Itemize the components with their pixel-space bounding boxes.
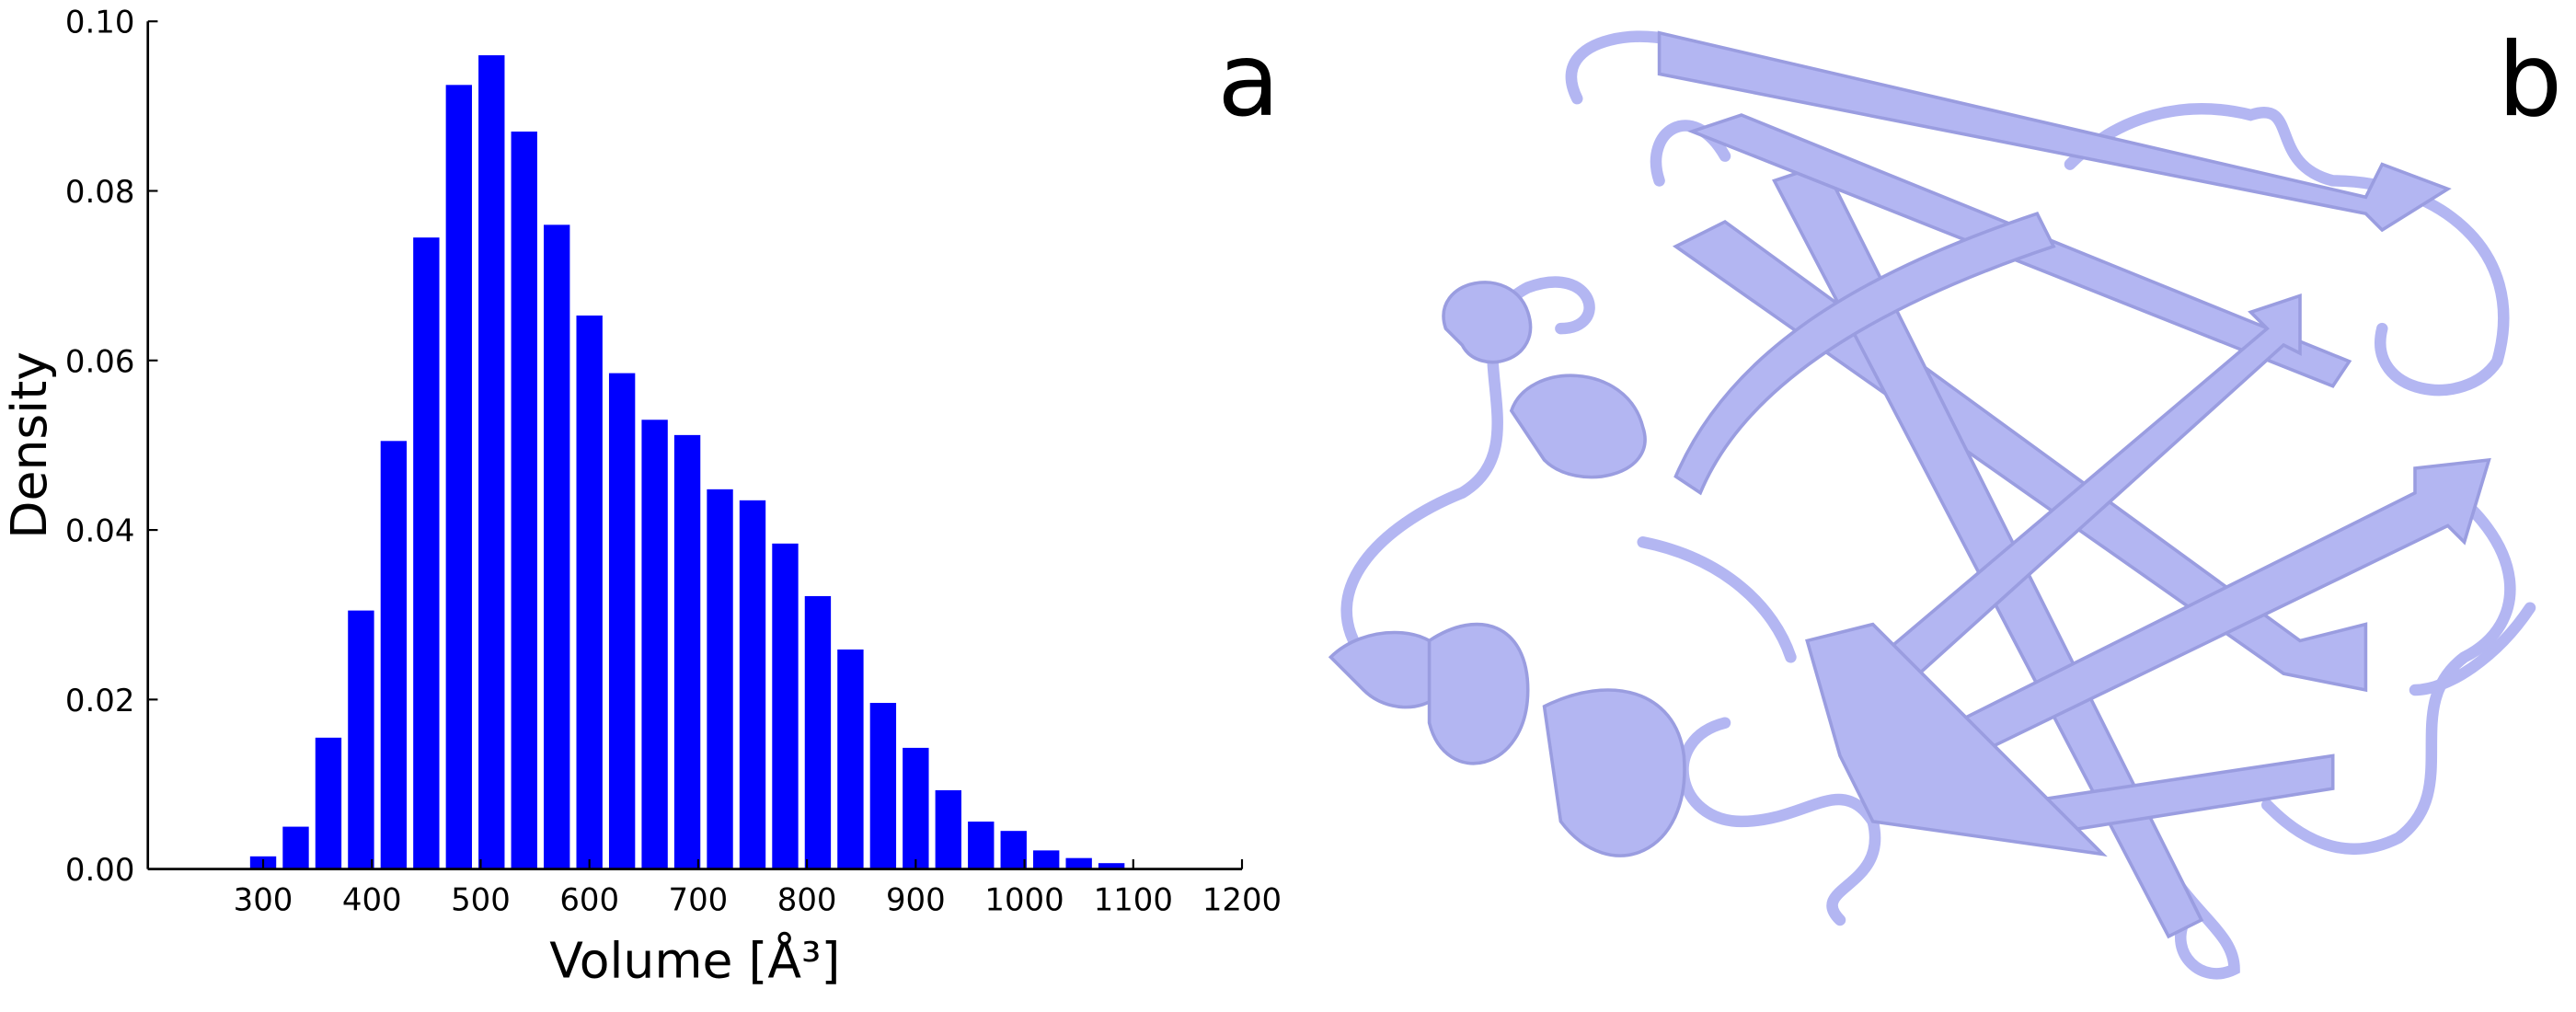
y-tick-label: 0.02 [65, 683, 135, 719]
bar [608, 373, 636, 869]
bar [837, 649, 864, 869]
x-tick-label: 700 [669, 881, 729, 917]
bar [348, 610, 374, 869]
y-tick-label: 0.04 [65, 513, 135, 549]
bar [576, 315, 603, 869]
y-tick-label: 0.06 [65, 343, 135, 379]
x-tick-label: 600 [559, 881, 619, 917]
bar [1000, 831, 1027, 869]
x-tick-label: 800 [777, 881, 837, 917]
bar [511, 132, 537, 869]
x-tick-label: 900 [886, 881, 946, 917]
bar [673, 434, 701, 869]
x-tick-label: 500 [451, 881, 511, 917]
bar [804, 595, 832, 869]
protein-structure [1328, 30, 2536, 980]
x-tick-label: 1000 [984, 881, 1064, 917]
bar [935, 789, 961, 869]
bar [641, 420, 668, 869]
bar [413, 237, 440, 869]
panel-label: a [1217, 21, 1280, 140]
bar [903, 747, 929, 869]
x-tick-label: 400 [342, 881, 402, 917]
y-axis-label: Density [0, 351, 58, 539]
bar [968, 822, 995, 869]
bar [380, 441, 408, 869]
x-tick-label: 300 [234, 881, 293, 917]
bar [1098, 863, 1125, 869]
y-tick-label: 0.00 [65, 852, 135, 888]
x-axis-label: Volume [Å³] [549, 931, 840, 990]
panel-label: b [2498, 21, 2562, 140]
bar [869, 703, 897, 869]
x-tick-label: 1200 [1202, 881, 1282, 917]
y-tick-label: 0.08 [65, 174, 135, 210]
bar [445, 85, 473, 869]
bar [707, 489, 733, 869]
y-tick-label: 0.10 [65, 5, 135, 40]
x-tick-label: 1100 [1094, 881, 1173, 917]
bar [1033, 850, 1060, 869]
bar [315, 737, 342, 869]
bar [544, 224, 570, 869]
bar [772, 543, 799, 869]
bar [1065, 857, 1092, 869]
bar [282, 826, 309, 869]
bar [739, 500, 766, 869]
bar [478, 55, 505, 869]
